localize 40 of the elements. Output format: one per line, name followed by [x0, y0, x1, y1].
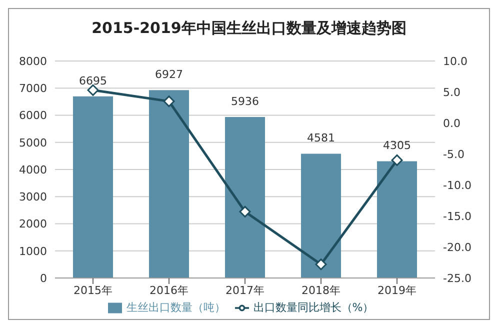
y-tick-label: 3000 [19, 190, 47, 204]
y-tick-label: 6000 [19, 109, 47, 122]
bar [225, 116, 265, 278]
bar [377, 161, 417, 278]
x-tick-label: 2019年 [378, 284, 416, 297]
point [315, 258, 327, 270]
point [391, 154, 403, 166]
x-tick-label: 2015年 [74, 284, 112, 297]
y2-tick-label: -5.0 [443, 148, 464, 161]
chart-title: 2015-2019年中国生丝出口数量及增速趋势图 [90, 18, 408, 39]
x-tick-label: 2018年 [302, 284, 340, 297]
y-tick-label: 4000 [19, 163, 47, 176]
y-tick-label: 7000 [19, 82, 47, 96]
point [239, 206, 251, 218]
y2-tick-label: 10.0 [443, 54, 468, 68]
bar [149, 90, 189, 278]
data-label: 6695 [79, 74, 107, 88]
x-tick-label: 2016年 [150, 284, 188, 297]
legend-label: 出口数量同比增长（%） [253, 301, 374, 314]
legend-label: 生丝出口数量（吨） [126, 301, 226, 314]
y-tick-label: 0 [40, 272, 47, 285]
y2-tick-label: -10.0 [443, 178, 472, 192]
y-tick-label: 1000 [19, 244, 47, 258]
y2-tick-label: -15.0 [443, 210, 472, 223]
point [163, 96, 175, 108]
data-label: 5936 [231, 94, 259, 108]
y-tick-label: 5000 [19, 136, 47, 150]
bar [301, 154, 341, 278]
data-label: 4305 [383, 139, 411, 152]
data-label: 6927 [155, 68, 183, 82]
data-label: 4581 [307, 132, 335, 145]
y-tick-label: 8000 [19, 54, 47, 68]
y2-tick-label: 5.0 [443, 86, 460, 99]
y-tick-label: 2000 [19, 218, 47, 231]
y2-tick-label: -25.0 [443, 272, 472, 285]
bar [73, 96, 113, 278]
y2-tick-label: -20.0 [443, 240, 472, 254]
x-tick-label: 2017年 [226, 284, 264, 297]
point [87, 84, 99, 96]
y2-tick-label: 0.0 [443, 116, 460, 130]
